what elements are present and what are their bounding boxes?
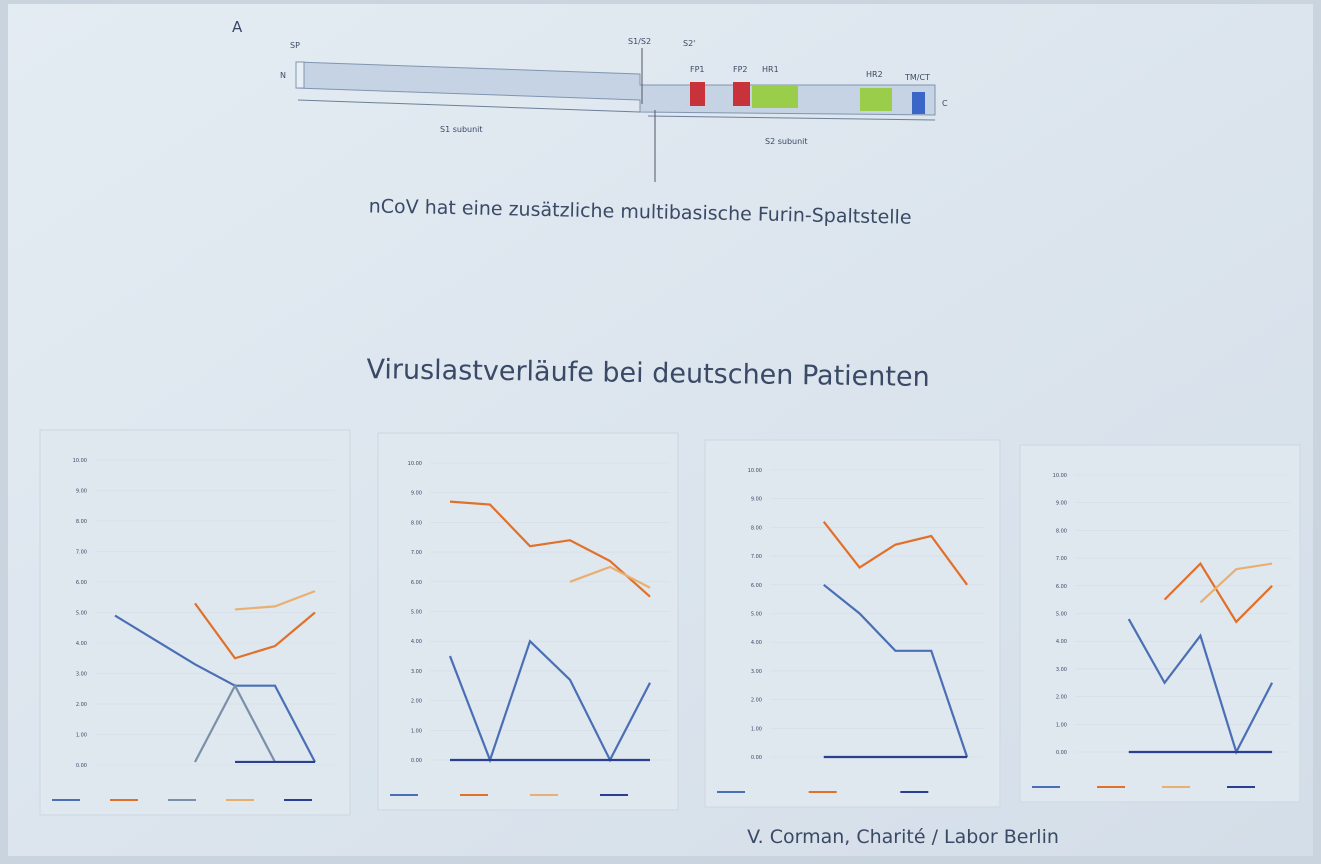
y-tick-label: 4.00: [751, 640, 762, 646]
y-tick-label: 3.00: [411, 669, 422, 675]
y-tick-label: 9.00: [751, 497, 762, 503]
s1s2-label: S1/S2: [628, 37, 651, 46]
y-tick-label: 5.00: [1056, 612, 1067, 618]
y-tick-label: 2.00: [1056, 695, 1067, 701]
y-tick-label: 0.00: [751, 755, 762, 761]
y-tick-label: 10.00: [1053, 473, 1067, 479]
c-label: C: [942, 99, 948, 108]
y-tick-label: 1.00: [751, 726, 762, 732]
credit: V. Corman, Charité / Labor Berlin: [747, 826, 1059, 848]
fp2-label: FP2: [733, 65, 748, 74]
y-tick-label: 2.00: [76, 702, 87, 708]
fp1-box: [690, 82, 705, 106]
hr1-box: [752, 85, 798, 108]
y-tick-label: 10.00: [748, 468, 762, 474]
y-tick-label: 0.00: [1056, 750, 1067, 756]
chart-panel: [705, 440, 1000, 807]
y-tick-label: 0.00: [76, 763, 87, 769]
line-chart: 0.00 1.00 2.00 3.00 4.00 5.00 6.00 7.00 8.00 9.00…: [1020, 445, 1300, 802]
y-tick-label: 7.00: [751, 554, 762, 560]
hr2-label: HR2: [866, 70, 883, 79]
y-tick-label: 4.00: [411, 639, 422, 645]
tmct-label: TM/CT: [904, 73, 930, 82]
tm-box: [912, 92, 925, 114]
y-tick-label: 7.00: [411, 550, 422, 556]
y-tick-label: 8.00: [1056, 528, 1067, 534]
fp1-label: FP1: [690, 65, 705, 74]
y-tick-label: 9.00: [411, 491, 422, 497]
y-tick-label: 8.00: [751, 525, 762, 531]
slide: A SP N S1/S2 S2' FP1 FP2 HR1 HR2 TM/CT C…: [0, 0, 1321, 860]
y-tick-label: 7.00: [1056, 556, 1067, 562]
y-tick-label: 9.00: [1056, 501, 1067, 507]
y-tick-label: 8.00: [76, 519, 87, 525]
s1-label: S1 subunit: [440, 125, 483, 134]
s2-label: S2 subunit: [765, 137, 808, 146]
y-tick-label: 6.00: [751, 583, 762, 589]
y-tick-label: 3.00: [1056, 667, 1067, 673]
y-tick-label: 2.00: [411, 699, 422, 705]
y-tick-label: 1.00: [1056, 722, 1067, 728]
y-tick-label: 6.00: [1056, 584, 1067, 590]
y-tick-label: 3.00: [751, 669, 762, 675]
y-tick-label: 8.00: [411, 520, 422, 526]
line-chart: 0.00 1.00 2.00 3.00 4.00 5.00 6.00 7.00 8.00 9.00…: [378, 433, 678, 810]
y-tick-label: 4.00: [76, 641, 87, 647]
line-chart: 0.00 1.00 2.00 3.00 4.00 5.00 6.00 7.00 8.00 9.00…: [705, 440, 1000, 807]
y-tick-label: 4.00: [1056, 639, 1067, 645]
y-tick-label: 6.00: [411, 580, 422, 586]
n-label: N: [280, 71, 286, 80]
s2p-label: S2': [683, 39, 695, 48]
hr2-box: [860, 88, 892, 111]
y-tick-label: 2.00: [751, 698, 762, 704]
y-tick-label: 5.00: [76, 611, 87, 617]
y-tick-label: 1.00: [411, 728, 422, 734]
hr1-label: HR1: [762, 65, 779, 74]
sp-label: SP: [290, 41, 300, 50]
y-tick-label: 6.00: [76, 580, 87, 586]
y-tick-label: 10.00: [408, 461, 422, 467]
panel-label: A: [232, 18, 243, 36]
charts: 0.00 1.00 2.00 3.00 4.00 5.00 6.00 7.00 8.00 9.00…: [40, 430, 1300, 815]
y-tick-label: 1.00: [76, 733, 87, 739]
y-tick-label: 5.00: [411, 610, 422, 616]
y-tick-label: 0.00: [411, 758, 422, 764]
sp-box: [296, 62, 304, 88]
line-chart: 0.00 1.00 2.00 3.00 4.00 5.00 6.00 7.00 8.00 9.00…: [40, 430, 350, 815]
fp2-box: [733, 82, 750, 106]
chart-panel: [1020, 445, 1300, 802]
chart-panel: [378, 433, 678, 810]
y-tick-label: 3.00: [76, 672, 87, 678]
page: A SP N S1/S2 S2' FP1 FP2 HR1 HR2 TM/CT C…: [0, 0, 1321, 860]
y-tick-label: 9.00: [76, 489, 87, 495]
y-tick-label: 10.00: [73, 458, 87, 464]
y-tick-label: 7.00: [76, 550, 87, 556]
y-tick-label: 5.00: [751, 612, 762, 618]
